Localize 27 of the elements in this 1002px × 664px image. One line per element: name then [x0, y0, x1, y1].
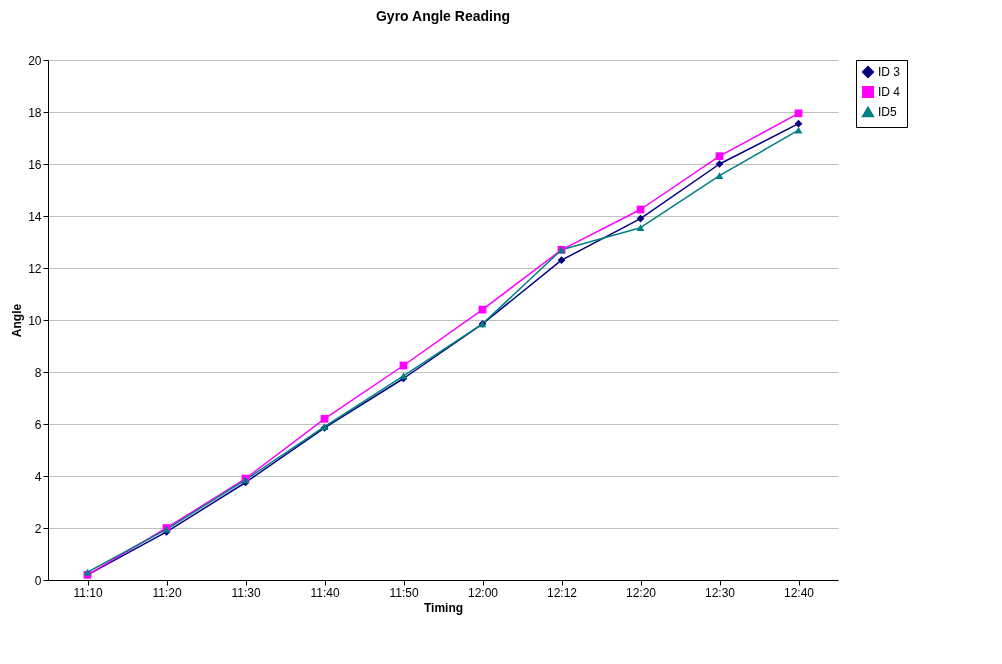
y-tick-label: 18: [28, 105, 42, 120]
legend-label: ID 4: [878, 85, 901, 99]
x-tick-label: 12:20: [625, 585, 657, 600]
x-tick-label: 11:10: [73, 585, 103, 600]
y-tick-label: 6: [34, 417, 42, 432]
x-tick-label: 12:40: [783, 585, 815, 600]
x-axis-title: Timing: [423, 600, 464, 615]
y-tick-label: 12: [28, 261, 42, 276]
y-tick-label: 10: [28, 313, 42, 328]
x-tick-label: 12:00: [467, 585, 499, 600]
y-axis-title: Angle: [10, 303, 25, 338]
x-tick-label: 11:20: [152, 585, 182, 600]
x-tick-label: 11:40: [310, 585, 340, 600]
y-tick-label: 20: [28, 53, 42, 68]
x-tick-label: 12:12: [546, 585, 578, 600]
y-tick-label: 14: [28, 209, 42, 224]
legend-label: ID 3: [878, 65, 901, 79]
legend-label: ID5: [878, 105, 897, 119]
y-tick-label: 8: [34, 365, 42, 380]
x-tick-label: 12:30: [704, 585, 736, 600]
x-tick-label: 11:50: [389, 585, 419, 600]
y-tick-label: 16: [28, 157, 42, 172]
y-tick-label: 4: [34, 469, 42, 484]
y-tick-label: 0: [34, 573, 42, 588]
x-tick-label: 11:30: [231, 585, 261, 600]
y-tick-label: 2: [34, 521, 42, 536]
chart-title: Gyro Angle Reading: [375, 8, 511, 24]
